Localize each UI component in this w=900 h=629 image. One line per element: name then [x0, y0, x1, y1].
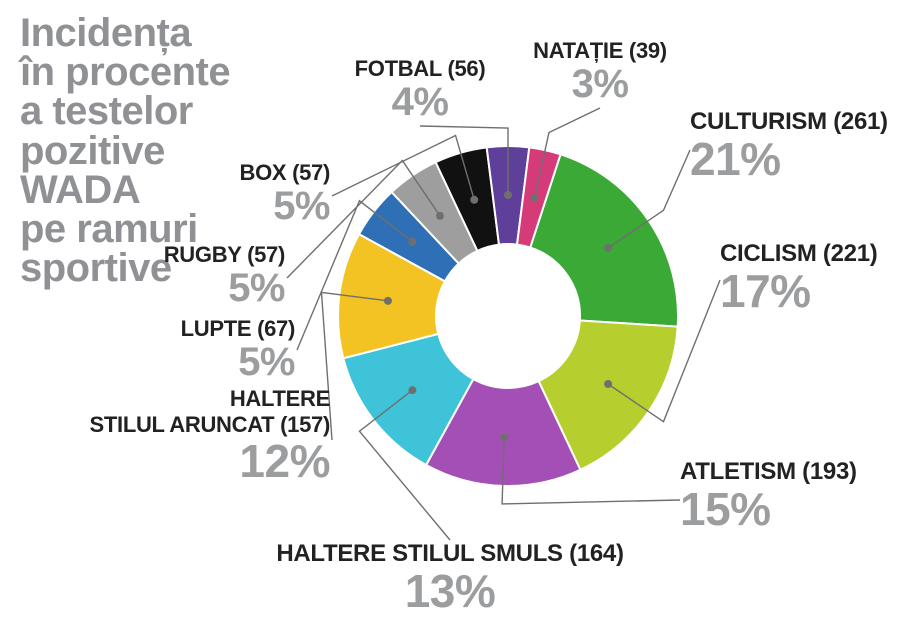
- label-rugby-pct: 5%: [105, 268, 285, 308]
- label-smuls: HALTERE STILUL SMULS (164) 13%: [260, 540, 640, 614]
- label-fotbal: FOTBAL (56) 4%: [330, 56, 510, 122]
- label-box-name: BOX (57): [150, 160, 330, 186]
- label-smuls-name: HALTERE STILUL SMULS (164): [260, 540, 640, 568]
- pointer-dot-fotbal: [504, 191, 512, 199]
- label-rugby-name: RUGBY (57): [105, 242, 285, 268]
- label-smuls-pct: 13%: [260, 568, 640, 614]
- pointer-dot-atletism: [500, 433, 508, 441]
- pointer-dot-culturism: [604, 244, 612, 252]
- label-box-pct: 5%: [150, 186, 330, 226]
- label-ciclism-pct: 17%: [720, 268, 877, 314]
- label-natatie-name: NATAȚIE (39): [510, 38, 690, 64]
- donut-hole: [436, 244, 580, 388]
- label-natatie: NATAȚIE (39) 3%: [510, 38, 690, 104]
- label-culturism-name: CULTURISM (261): [690, 108, 888, 136]
- label-atletism-name: ATLETISM (193): [680, 458, 857, 486]
- label-rugby: RUGBY (57) 5%: [105, 242, 285, 308]
- label-lupte: LUPTE (67) 5%: [115, 316, 295, 382]
- label-atletism-pct: 15%: [680, 486, 857, 532]
- label-aruncat: HALTERE STILUL ARUNCAT (157) 12%: [50, 386, 330, 484]
- label-aruncat-name: HALTERE STILUL ARUNCAT (157): [50, 386, 330, 438]
- label-lupte-name: LUPTE (67): [115, 316, 295, 342]
- label-box: BOX (57) 5%: [150, 160, 330, 226]
- label-natatie-pct: 3%: [510, 64, 690, 104]
- label-lupte-pct: 5%: [115, 342, 295, 382]
- pointer-dot-rugby: [436, 212, 444, 220]
- label-culturism: CULTURISM (261) 21%: [690, 108, 888, 182]
- label-aruncat-pct: 12%: [50, 438, 330, 484]
- pointer-dot-natatie: [530, 194, 538, 202]
- pointer-dot-box: [470, 196, 478, 204]
- label-fotbal-pct: 4%: [330, 82, 510, 122]
- label-culturism-pct: 21%: [690, 136, 888, 182]
- label-ciclism-name: CICLISM (221): [720, 240, 877, 268]
- label-fotbal-name: FOTBAL (56): [330, 56, 510, 82]
- pointer-dot-aruncat: [384, 297, 392, 305]
- pointer-dot-smuls: [408, 386, 416, 394]
- label-atletism: ATLETISM (193) 15%: [680, 458, 857, 532]
- pointer-dot-lupte: [408, 238, 416, 246]
- label-ciclism: CICLISM (221) 17%: [720, 240, 877, 314]
- pointer-dot-ciclism: [604, 380, 612, 388]
